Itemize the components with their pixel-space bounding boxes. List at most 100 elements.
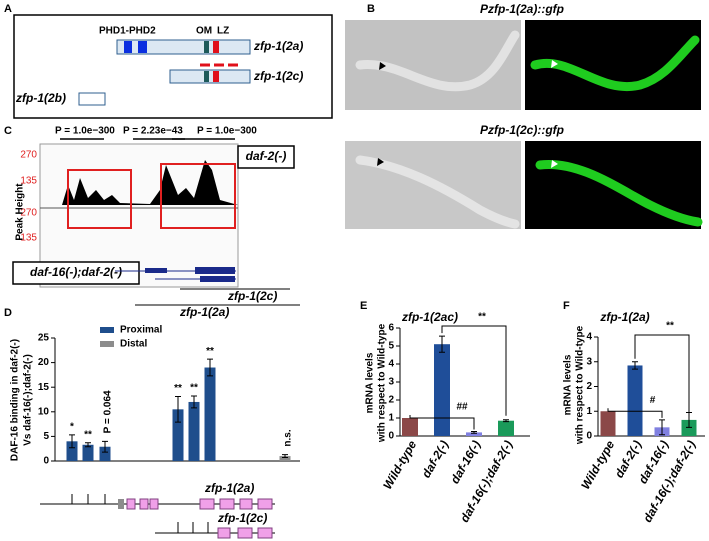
- annotation: **: [206, 346, 214, 357]
- exon: [145, 268, 167, 273]
- panel-label: A: [4, 3, 12, 15]
- arrowhead: [551, 160, 558, 168]
- bar: [627, 365, 643, 436]
- y-axis-label: with respect to Wild-type: [377, 323, 388, 443]
- legend-swatch: [100, 327, 114, 333]
- exon: [200, 276, 235, 282]
- y-axis-label: mRNA levels: [365, 352, 376, 413]
- bracket: [634, 334, 690, 415]
- isoform-box: [169, 69, 251, 84]
- y-tick-label: 0: [586, 431, 592, 442]
- bar: [279, 456, 291, 461]
- annotation: **: [478, 312, 486, 323]
- panel-label: E: [360, 300, 367, 312]
- bracket: [441, 325, 507, 416]
- error-bar: [503, 419, 509, 423]
- bar: [600, 411, 616, 436]
- bracket: [607, 408, 663, 418]
- isoform-label: zfp-1(2a): [253, 39, 303, 53]
- arrowhead: [379, 62, 386, 70]
- bar: [466, 432, 482, 436]
- panel-a: PHD1-PHD2 OM LZ zfp-1(2a) zfp-1(2c) zfp-…: [13, 14, 333, 119]
- worm: [355, 30, 520, 92]
- gene-label: zfp-1(2c): [217, 511, 267, 525]
- isoform-label: zfp-1(2c): [253, 69, 303, 83]
- image-title: Pzfp-1(2a)::gfp: [480, 2, 564, 16]
- legend-label: Distal: [120, 339, 147, 350]
- panel-d-genes: zfp-1(2a) zfp-1(2c): [40, 481, 275, 539]
- y-tick-label: 6: [388, 323, 394, 334]
- y-tick-label: 20: [38, 357, 50, 368]
- y-tick-label: 15: [38, 382, 50, 393]
- annotation: **: [84, 429, 92, 440]
- frame: [13, 14, 333, 119]
- isoform-label: zfp-1(2b): [15, 91, 66, 105]
- error-bar: [207, 358, 213, 377]
- domain: [124, 41, 132, 53]
- p-value: P = 1.0e−300: [197, 126, 257, 137]
- panel-b: Pzfp-1(2a)::gfp Pzfp-1(2c)::gfp: [345, 2, 703, 229]
- error-bar: [175, 396, 181, 423]
- isoform-box: [78, 92, 106, 106]
- annotation: *: [70, 422, 74, 433]
- bar: [498, 420, 514, 436]
- track-scale: 270: [20, 208, 37, 219]
- arrowhead: [377, 158, 384, 166]
- p-value: P = 2.23e−43: [123, 126, 183, 137]
- domain-label: PHD1-PHD2: [99, 26, 156, 37]
- bar: [82, 444, 94, 461]
- annotation: #: [650, 395, 656, 406]
- p-value: P = 1.0e−300: [55, 126, 115, 137]
- error-bar: [632, 361, 638, 370]
- domain: [138, 41, 147, 53]
- arrowhead: [551, 60, 558, 68]
- exon: [118, 499, 124, 509]
- bar: [681, 419, 697, 436]
- domain: [204, 71, 209, 82]
- bar: [99, 446, 111, 461]
- error-bar: [282, 454, 288, 459]
- bar: [66, 441, 78, 461]
- track-label: daf-16(-);daf-2(-): [30, 265, 122, 279]
- exon: [149, 498, 159, 510]
- x-tick-label: Wild-type: [380, 438, 419, 492]
- y-tick-label: 3: [586, 356, 592, 367]
- bar: [204, 367, 216, 461]
- error-bar: [659, 419, 665, 436]
- exon: [195, 267, 235, 274]
- bracket: [409, 415, 475, 430]
- error-bar: [85, 442, 91, 448]
- error-bar: [471, 431, 477, 434]
- y-tick-label: 2: [586, 381, 592, 392]
- panel-label: F: [563, 300, 570, 312]
- peak-track: [40, 160, 238, 205]
- panel-label: C: [4, 125, 12, 137]
- track-label: daf-2(-): [246, 149, 287, 163]
- annotation: ##: [456, 402, 468, 413]
- track-scale: 135: [20, 176, 37, 187]
- exon: [219, 498, 235, 510]
- legend-label: Proximal: [120, 325, 162, 336]
- y-tick-label: 3: [388, 377, 394, 388]
- worm: [355, 155, 520, 229]
- y-axis-label: with respect to Wild-type: [575, 325, 586, 445]
- gene-label: zfp-1(2a): [179, 305, 229, 319]
- y-axis-label: DAF-16 binding in daf-2(-): [10, 339, 21, 461]
- y-tick-label: 25: [38, 333, 50, 344]
- domain: [213, 41, 219, 53]
- label-box: [12, 261, 140, 285]
- domain-label: OM: [196, 26, 212, 37]
- domain: [213, 71, 219, 82]
- site-marks: [177, 522, 209, 533]
- bar: [172, 409, 184, 461]
- y-tick-label: 5: [388, 341, 394, 352]
- track-scale: 270: [20, 150, 37, 161]
- isoform-box: [116, 39, 251, 55]
- exon: [139, 498, 149, 510]
- y-tick-label: 4: [388, 359, 394, 370]
- domain: [204, 41, 209, 53]
- exon: [199, 498, 215, 510]
- highlight-box: [160, 163, 236, 229]
- track-scale: 135: [20, 233, 37, 244]
